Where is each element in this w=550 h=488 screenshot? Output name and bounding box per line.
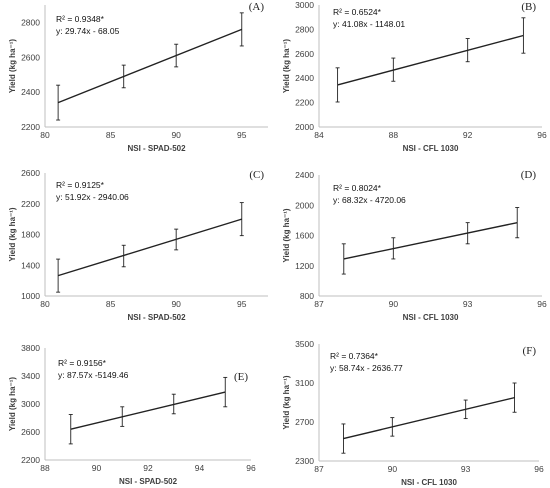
- y-tick-label: 2300: [295, 456, 314, 466]
- panel-letter: (A): [249, 1, 265, 13]
- x-tick-label: 90: [389, 299, 399, 309]
- x-tick-label: 88: [40, 463, 50, 473]
- y-axis-title: Yield (kg ha⁻¹): [282, 39, 291, 93]
- x-axis-title: NSI - CFL 1030: [403, 313, 459, 322]
- panel-letter: (C): [249, 169, 264, 181]
- x-tick-label: 92: [143, 463, 153, 473]
- x-axis-title: NSI - SPAD-502: [127, 144, 186, 153]
- x-tick-label: 87: [314, 299, 324, 309]
- equation-label: y: 29.74x - 68.05: [56, 26, 120, 36]
- y-tick-label: 3000: [295, 0, 314, 10]
- x-tick-label: 87: [314, 464, 324, 474]
- y-tick-label: 800: [300, 291, 314, 301]
- x-tick-label: 85: [106, 130, 116, 140]
- series-line: [343, 396, 515, 440]
- y-tick-label: 2200: [21, 199, 40, 209]
- x-axis-title: NSI - CFL 1030: [401, 478, 457, 487]
- y-tick-label: 1400: [21, 260, 40, 270]
- y-tick-label: 2000: [295, 122, 314, 132]
- y-tick-label: 2000: [295, 200, 314, 210]
- y-tick-label: 1600: [295, 231, 314, 241]
- y-tick-label: 3800: [21, 343, 40, 353]
- x-tick-label: 94: [195, 463, 205, 473]
- y-tick-label: 2600: [21, 427, 40, 437]
- y-tick-label: 2800: [21, 17, 40, 27]
- r-squared-label: R² = 0.7364*: [330, 351, 379, 361]
- y-tick-label: 2600: [21, 168, 40, 178]
- x-tick-label: 95: [237, 130, 247, 140]
- x-tick-label: 90: [171, 299, 181, 309]
- y-tick-label: 1000: [21, 291, 40, 301]
- x-tick-label: 93: [461, 464, 471, 474]
- equation-label: y: 68.32x - 4720.06: [333, 195, 406, 205]
- y-tick-label: 3100: [295, 378, 314, 388]
- x-axis-title: NSI - CFL 1030: [403, 144, 459, 153]
- x-tick-label: 90: [388, 464, 398, 474]
- x-tick-label: 96: [246, 463, 256, 473]
- series-line: [57, 28, 243, 104]
- r-squared-label: R² = 0.8024*: [333, 183, 382, 193]
- equation-label: y: 51.92x - 2940.06: [56, 192, 129, 202]
- x-tick-label: 90: [92, 463, 102, 473]
- panel-6: 2300 2700 3100 3500 87 90 93 96 NSI - CFL 1030 Yi…: [282, 339, 544, 487]
- panel-4: 800 1200 1600 2000 2400 87 90 93 96 NSI - CFL 103…: [282, 169, 547, 322]
- panel-5: 2200 2600 3000 3400 3800 88 90 92 94 96 NSI - SPAD…: [8, 343, 256, 486]
- x-tick-label: 96: [537, 299, 547, 309]
- y-axis-title: Yield (kg ha⁻¹): [8, 377, 17, 431]
- equation-label: y: 87.57x -5149.46: [58, 370, 129, 380]
- x-tick-label: 96: [534, 464, 544, 474]
- y-tick-label: 3000: [21, 399, 40, 409]
- y-tick-label: 2200: [295, 98, 314, 108]
- panel-letter: (E): [234, 371, 248, 383]
- y-tick-label: 1200: [295, 261, 314, 271]
- x-tick-label: 84: [314, 130, 324, 140]
- y-tick-label: 2400: [295, 73, 314, 83]
- panel-2: 2000 2200 2400 2600 2800 3000 84 88 92 96 NSI - CF…: [282, 0, 547, 153]
- panel-1: 2200 2400 2600 2800 80 85 90 95 NSI - SPAD-502 Yi…: [8, 1, 268, 153]
- y-tick-label: 2600: [21, 52, 40, 62]
- y-tick-label: 2200: [21, 122, 40, 132]
- x-axis-title: NSI - SPAD-502: [127, 313, 186, 322]
- y-tick-label: 2700: [295, 417, 314, 427]
- x-tick-label: 93: [463, 299, 473, 309]
- r-squared-label: R² = 0.9125*: [56, 180, 105, 190]
- x-tick-label: 80: [40, 299, 50, 309]
- y-tick-label: 3400: [21, 371, 40, 381]
- y-axis-title: Yield (kg ha⁻¹): [8, 39, 17, 93]
- r-squared-label: R² = 0.6524*: [333, 7, 382, 17]
- y-axis-title: Yield (kg ha⁻¹): [282, 208, 291, 262]
- y-axis-title: Yield (kg ha⁻¹): [8, 207, 17, 261]
- r-squared-label: R² = 0.9348*: [56, 14, 105, 24]
- series-line: [343, 221, 518, 260]
- panel-letter: (F): [523, 345, 537, 357]
- y-axis-title: Yield (kg ha⁻¹): [282, 375, 291, 429]
- y-tick-label: 3500: [295, 339, 314, 349]
- y-tick-label: 2800: [295, 24, 314, 34]
- x-tick-label: 96: [537, 130, 547, 140]
- x-axis-title: NSI - SPAD-502: [119, 477, 178, 486]
- series-line: [57, 218, 242, 277]
- x-tick-label: 88: [389, 130, 399, 140]
- y-tick-label: 2400: [295, 170, 314, 180]
- series-line: [70, 391, 226, 430]
- panel-3: 1000 1400 1800 2200 2600 80 85 90 95 NSI - SPAD-5…: [8, 168, 268, 322]
- panel-letter: (D): [521, 169, 537, 181]
- y-tick-label: 1800: [21, 230, 40, 240]
- x-tick-label: 85: [106, 299, 116, 309]
- r-squared-label: R² = 0.9156*: [58, 358, 107, 368]
- panel-letter: (B): [521, 1, 536, 13]
- y-tick-label: 2400: [21, 87, 40, 97]
- series-line: [337, 34, 524, 86]
- y-tick-label: 2200: [21, 455, 40, 465]
- x-tick-label: 92: [463, 130, 473, 140]
- x-tick-label: 80: [40, 130, 50, 140]
- y-tick-label: 2600: [295, 49, 314, 59]
- equation-label: y: 41.08x - 1148.01: [333, 19, 405, 29]
- equation-label: y: 58.74x - 2636.77: [330, 363, 403, 373]
- x-tick-label: 95: [237, 299, 247, 309]
- x-tick-label: 90: [171, 130, 181, 140]
